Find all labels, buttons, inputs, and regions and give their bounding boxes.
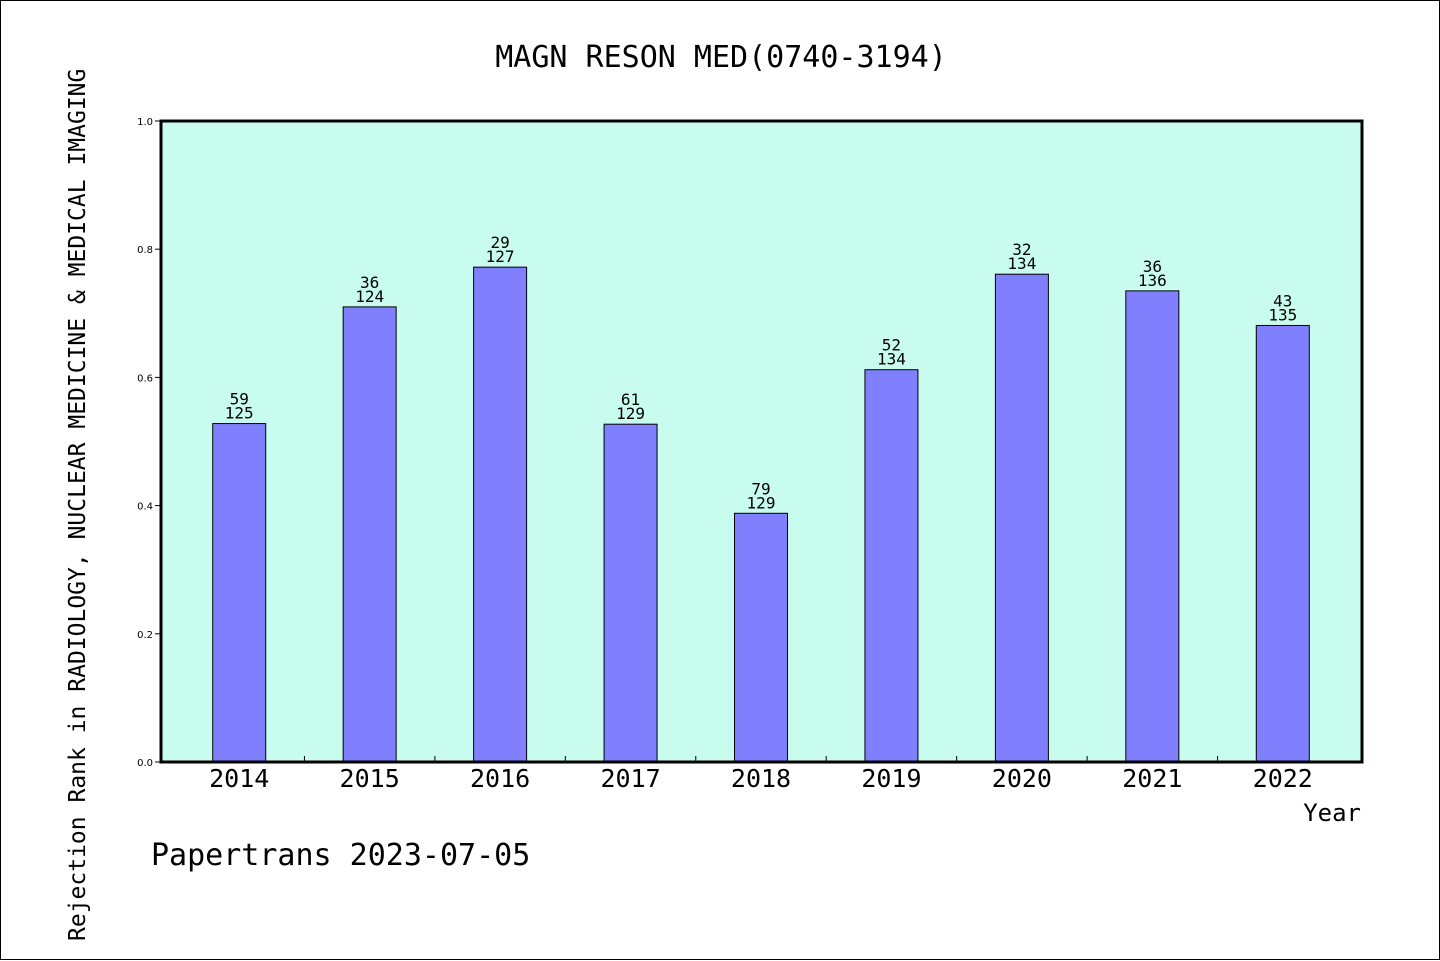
- bar-2017: [603, 423, 658, 763]
- bar-2014: [212, 423, 267, 763]
- watermark-text: Papertrans 2023-07-05: [151, 838, 530, 873]
- bar-total-label-2020: 134: [1007, 254, 1036, 273]
- bar-total-label-2022: 135: [1268, 305, 1297, 324]
- bar-rank-label-2018: 79: [751, 479, 770, 498]
- x-tick-label-2016: 2016: [470, 764, 530, 793]
- y-axis-label: Rejection Rank in RADIOLOGY, NUCLEAR MED…: [65, 69, 91, 941]
- x-tick-label-2022: 2022: [1253, 764, 1313, 793]
- bar-total-label-2019: 134: [877, 350, 906, 369]
- x-tick-label-2020: 2020: [992, 764, 1052, 793]
- x-tick-label-2017: 2017: [600, 764, 660, 793]
- y-tick-label: 0.2: [137, 630, 153, 641]
- y-tick-label: 0.6: [137, 373, 153, 384]
- x-tick-label-2021: 2021: [1122, 764, 1182, 793]
- bar-2020: [994, 273, 1049, 763]
- bar-rank-label-2016: 29: [490, 233, 509, 252]
- y-tick-label: 1.0: [137, 117, 153, 128]
- plot-border: [159, 119, 1364, 764]
- bar-rank-label-2022: 43: [1273, 291, 1292, 310]
- bar-2022: [1255, 324, 1310, 763]
- y-tick-label: 0.4: [137, 502, 153, 513]
- bar-total-label-2014: 125: [225, 404, 254, 423]
- bar-total-label-2016: 127: [486, 247, 515, 266]
- y-axis-ticks: 0.0 0.2 0.4 0.6 0.8 1.0: [137, 117, 161, 769]
- bars: [212, 266, 1310, 763]
- bar-2019: [864, 369, 919, 763]
- x-tick-label-2014: 2014: [209, 764, 269, 793]
- y-tick-label: 0.0: [137, 758, 153, 769]
- bar-2018: [734, 512, 788, 763]
- bar-rank-label-2015: 36: [360, 273, 379, 292]
- bar-total-label-2017: 129: [616, 404, 645, 423]
- bar-2015: [342, 306, 397, 763]
- bar-2021: [1125, 290, 1180, 763]
- x-tick-label-2018: 2018: [731, 764, 791, 793]
- x-tick-label-2015: 2015: [340, 764, 400, 793]
- bar-rank-label-2020: 32: [1012, 240, 1031, 259]
- bar-total-label-2015: 124: [355, 287, 384, 306]
- bar-rank-label-2021: 36: [1143, 257, 1162, 276]
- y-tick-label: 0.8: [137, 245, 153, 256]
- x-axis-ticks: 2014 2015 2016 2017 2018 2019 2020 2021 2022: [209, 756, 1313, 793]
- bar-rank-label-2019: 52: [882, 336, 901, 355]
- x-tick-label-2019: 2019: [861, 764, 921, 793]
- bar-total-label-2018: 129: [747, 493, 776, 512]
- bar-rank-label-2017: 61: [621, 390, 640, 409]
- x-axis-label: Year: [1303, 799, 1361, 827]
- bar-total-label-2021: 136: [1138, 271, 1167, 290]
- bar-rank-label-2014: 59: [230, 390, 249, 409]
- bar-2016: [473, 266, 528, 763]
- chart-title: MAGN RESON MED(0740-3194): [495, 40, 947, 75]
